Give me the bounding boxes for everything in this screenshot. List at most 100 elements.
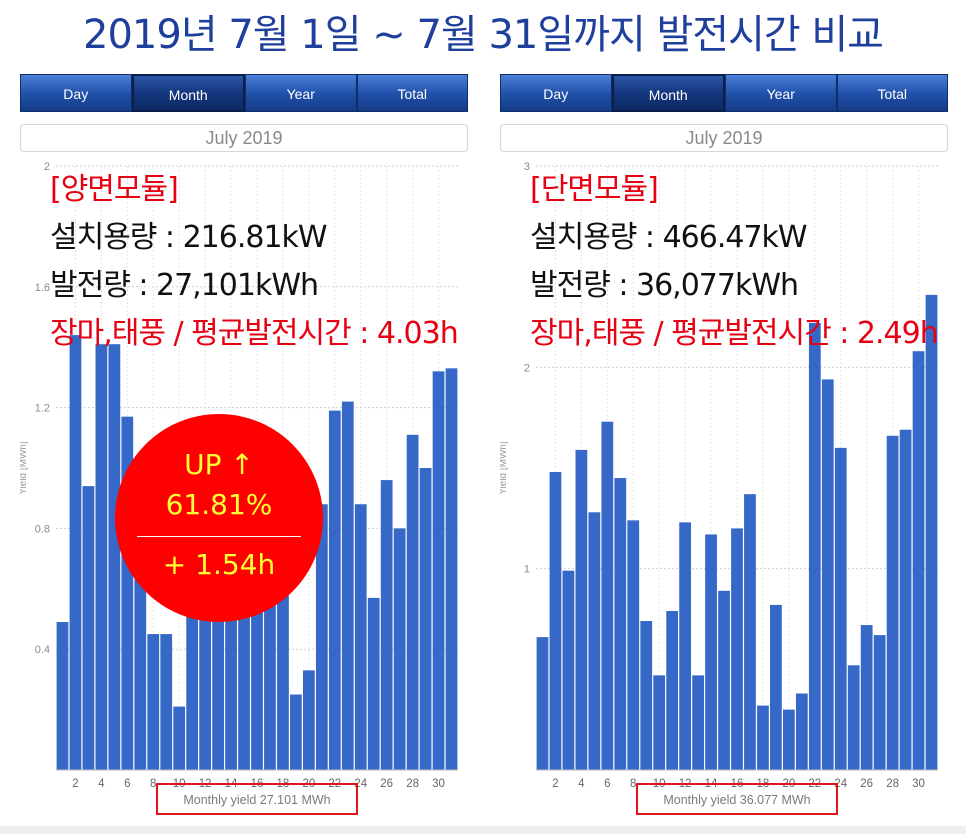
footer-highlight-box xyxy=(636,783,838,815)
bar xyxy=(692,675,704,770)
bar xyxy=(925,294,938,770)
bar xyxy=(315,504,328,770)
bar xyxy=(860,625,873,770)
bar xyxy=(886,435,899,770)
bar xyxy=(56,622,69,770)
period-tabs: Day Month Year Total xyxy=(500,74,948,112)
bar xyxy=(367,597,380,770)
bar xyxy=(912,351,925,770)
bar xyxy=(731,528,743,770)
x-tick-label: 2 xyxy=(72,778,78,790)
bar xyxy=(393,528,406,770)
bar xyxy=(847,665,860,770)
x-tick-label: 8 xyxy=(630,778,636,790)
bar xyxy=(705,534,717,770)
info-block-monofacial: [단면모듈] 설치용량 : 466.47kW 발전량 : 36,077kWh 장… xyxy=(530,166,939,358)
tab-total[interactable]: Total xyxy=(356,74,468,112)
avg-hours-text: 장마,태풍 / 평균발전시간 : 4.03h xyxy=(50,316,459,351)
bar xyxy=(419,468,432,770)
bar xyxy=(251,561,263,770)
bar xyxy=(744,494,756,770)
x-tick-label: 4 xyxy=(578,778,585,790)
bar xyxy=(290,694,302,770)
bar xyxy=(406,434,419,770)
bar xyxy=(445,368,458,770)
tab-month[interactable]: Month xyxy=(131,74,245,112)
bar xyxy=(575,449,588,770)
monthly-yield-text: Monthly yield 27.101 MWh xyxy=(183,793,330,807)
y-tick-label: 1.2 xyxy=(35,403,50,415)
bar xyxy=(354,504,367,770)
bar xyxy=(808,323,821,770)
bar xyxy=(588,512,601,770)
bar xyxy=(718,590,730,770)
bar xyxy=(264,549,276,770)
bar xyxy=(821,379,834,770)
info-block-bifacial: [양면모듈] 설치용량 : 216.81kW 발전량 : 27,101kWh 장… xyxy=(50,166,459,358)
bar xyxy=(899,429,912,770)
tab-total[interactable]: Total xyxy=(836,74,948,112)
page-title: 2019년 7월 1일 ~ 7월 31일까지 발전시간 비교 xyxy=(83,12,884,58)
y-tick-label: 1.6 xyxy=(35,282,50,294)
bar xyxy=(160,634,173,770)
y-axis-label: Yield [MWh] xyxy=(20,441,29,495)
y-tick-label: 2 xyxy=(524,362,530,374)
capacity-text: 설치용량 : 216.81kW xyxy=(50,220,328,255)
bar xyxy=(302,670,315,770)
month-selector[interactable]: July 2019 xyxy=(20,124,468,152)
bar xyxy=(225,588,237,770)
tab-year[interactable]: Year xyxy=(245,74,357,112)
x-tick-label: 4 xyxy=(98,778,105,790)
y-tick-label: 0.4 xyxy=(35,644,50,656)
bar xyxy=(795,693,808,770)
tab-day[interactable]: Day xyxy=(20,74,132,112)
bar xyxy=(173,706,186,770)
bar xyxy=(873,635,886,770)
y-tick-label: 1 xyxy=(524,564,530,576)
bar xyxy=(69,335,82,770)
x-tick-label: 30 xyxy=(912,778,925,790)
bar xyxy=(640,621,653,770)
bar xyxy=(186,552,199,770)
bar xyxy=(108,344,121,770)
x-tick-label: 6 xyxy=(604,778,610,790)
bar xyxy=(147,634,160,770)
bar xyxy=(328,410,341,770)
month-selector[interactable]: July 2019 xyxy=(500,124,948,152)
panel-monofacial: Day Month Year Total July 2019 1 2 3 Yield … xyxy=(500,74,950,824)
bar xyxy=(601,421,614,770)
generation-text: 발전량 : 36,077kWh xyxy=(530,268,799,303)
bar xyxy=(679,522,692,770)
bar xyxy=(121,416,134,770)
tab-day[interactable]: Day xyxy=(500,74,612,112)
bar xyxy=(614,478,627,770)
bar xyxy=(757,705,769,770)
x-tick-label: 30 xyxy=(432,778,445,790)
tab-month[interactable]: Month xyxy=(611,74,725,112)
bar xyxy=(834,447,847,770)
x-tick-label: 28 xyxy=(886,778,899,790)
module-label: [양면모듈] xyxy=(50,172,179,207)
y-axis-label: Yield [MWh] xyxy=(500,441,509,495)
bar xyxy=(562,570,575,770)
x-tick-label: 2 xyxy=(552,778,558,790)
bar xyxy=(238,549,250,770)
bar xyxy=(82,486,95,770)
increase-badge: UP ↑ 61.81% + 1.54h xyxy=(115,414,323,622)
bar xyxy=(432,371,445,770)
bar xyxy=(212,567,224,770)
capacity-text: 설치용량 : 466.47kW xyxy=(530,220,808,255)
x-tick-label: 26 xyxy=(860,778,873,790)
footer-highlight-box xyxy=(156,783,358,815)
x-tick-label: 8 xyxy=(150,778,156,790)
bar xyxy=(770,604,782,770)
tab-year[interactable]: Year xyxy=(725,74,837,112)
monthly-yield-text: Monthly yield 36.077 MWh xyxy=(663,793,810,807)
bar xyxy=(380,480,393,770)
badge-divider xyxy=(137,536,301,537)
period-tabs: Day Month Year Total xyxy=(20,74,468,112)
bar xyxy=(277,573,289,770)
badge-up-text: UP ↑ xyxy=(184,448,254,481)
y-tick-label: 2 xyxy=(44,161,50,173)
